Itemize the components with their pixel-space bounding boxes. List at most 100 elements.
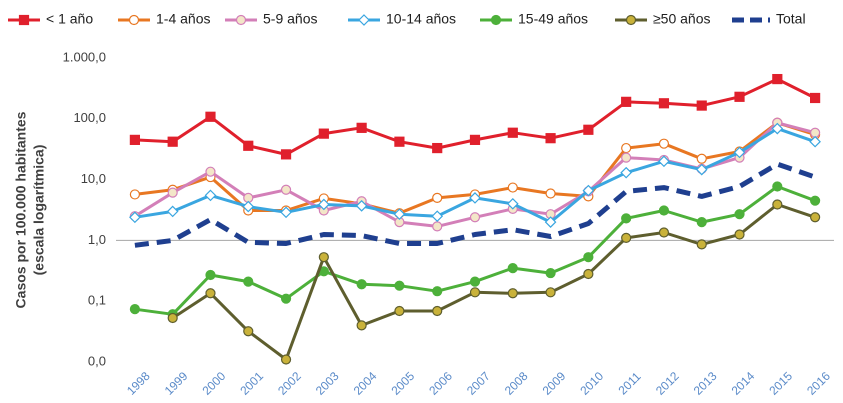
marker: [469, 134, 481, 145]
marker: [621, 142, 632, 154]
marker: [129, 211, 141, 224]
marker: [356, 122, 367, 133]
marker: [696, 216, 707, 228]
x-tick-label: 2011: [615, 369, 643, 397]
marker: [356, 279, 367, 290]
marker: [772, 199, 783, 210]
marker: [432, 192, 443, 204]
marker: [582, 184, 595, 197]
x-tick-label: 2006: [426, 369, 455, 398]
marker: [545, 267, 556, 279]
marker: [469, 276, 481, 287]
y-tick-label: 0,1: [88, 293, 106, 308]
marker: [583, 124, 594, 135]
marker: [658, 138, 670, 149]
marker: [167, 312, 178, 324]
x-tick-label: 2013: [691, 369, 720, 398]
marker: [696, 239, 707, 250]
legend-label: 15-49 años: [518, 11, 588, 27]
marker: [545, 188, 556, 199]
marker: [544, 216, 557, 228]
marker: [432, 305, 443, 317]
marker: [469, 192, 481, 204]
marker: [506, 197, 519, 210]
x-tick-label: 2004: [351, 369, 380, 398]
marker: [658, 98, 670, 109]
x-tick-label: 2009: [540, 369, 569, 398]
x-tick-label: 1998: [124, 369, 153, 398]
marker: [658, 205, 670, 216]
legend-marker: [625, 14, 637, 26]
marker: [394, 136, 405, 147]
y-tick-label: 1.000,0: [63, 49, 106, 64]
legend-marker: [128, 14, 140, 26]
marker: [394, 280, 405, 291]
legend-label: Total: [776, 11, 806, 27]
legend-marker: [18, 14, 30, 26]
marker: [658, 227, 670, 238]
marker: [129, 189, 140, 200]
x-tick-label: 2010: [577, 369, 606, 398]
marker: [205, 288, 216, 299]
marker: [621, 96, 632, 107]
y-tick-label: 1,0: [88, 232, 106, 247]
marker: [205, 166, 216, 177]
marker: [167, 136, 178, 147]
y-axis-label: (escala logarítmica): [31, 145, 47, 276]
x-tick-label: 2003: [313, 369, 342, 398]
marker: [695, 163, 708, 176]
x-tick-label: 1999: [162, 369, 191, 398]
x-tick-label: 2015: [766, 369, 795, 398]
x-tick-label: 2008: [502, 369, 531, 398]
x-tick-label: 2016: [804, 369, 833, 398]
y-tick-label: 0,0: [88, 353, 106, 368]
marker: [204, 189, 217, 202]
marker: [734, 91, 745, 102]
x-tick-label: 2014: [729, 369, 758, 398]
marker: [280, 206, 292, 219]
marker: [432, 142, 443, 154]
marker: [280, 184, 292, 195]
marker: [810, 212, 821, 223]
series-line: [134, 161, 816, 248]
x-tick-label: 2007: [464, 369, 493, 398]
marker: [507, 263, 518, 274]
marker: [469, 212, 481, 223]
marker: [356, 320, 367, 331]
marker: [280, 354, 292, 365]
marker: [167, 187, 178, 198]
marker: [469, 287, 481, 298]
marker: [205, 269, 216, 281]
y-axis-label: Casos por 100.000 habitantes: [13, 111, 29, 308]
marker: [696, 100, 707, 111]
series-line: [171, 203, 816, 361]
marker: [129, 134, 140, 145]
marker: [583, 268, 594, 280]
marker: [432, 286, 443, 297]
marker: [809, 135, 821, 148]
marker: [242, 200, 255, 213]
legend-marker: [358, 14, 370, 26]
marker: [696, 153, 707, 164]
legend-label: ≥50 años: [653, 11, 711, 27]
marker: [317, 198, 330, 211]
marker: [620, 166, 633, 179]
marker: [243, 326, 254, 337]
marker: [733, 146, 746, 159]
marker: [280, 149, 292, 160]
marker: [583, 252, 594, 263]
marker: [772, 73, 783, 85]
marker: [166, 205, 179, 218]
marker: [621, 152, 632, 163]
x-tick-label: 2000: [199, 369, 228, 398]
legend-marker: [235, 14, 247, 26]
marker: [810, 195, 821, 206]
marker: [734, 229, 745, 240]
marker: [658, 155, 670, 168]
marker: [545, 133, 556, 144]
marker: [771, 122, 784, 135]
marker: [621, 232, 632, 243]
legend-label: < 1 año: [46, 11, 93, 27]
marker: [243, 140, 254, 151]
